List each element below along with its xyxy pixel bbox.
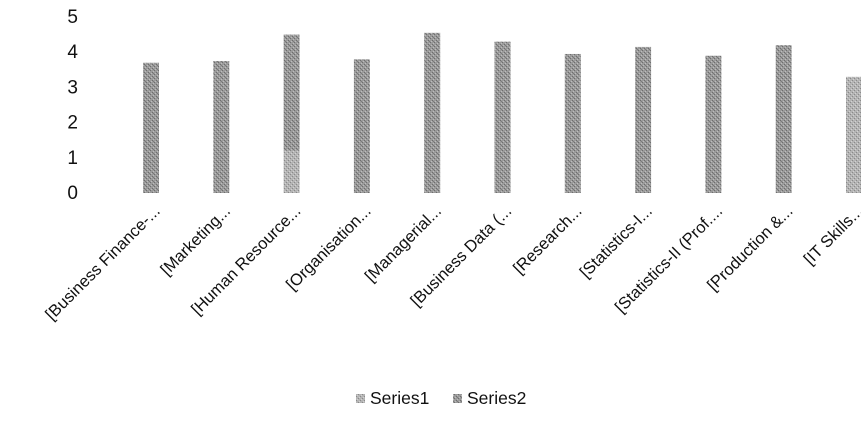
y-axis: 0 1 2 3 4 5 xyxy=(67,7,78,204)
y-tick-label: 1 xyxy=(67,148,78,169)
bar-series2-9 xyxy=(705,55,722,193)
bar-series2-6 xyxy=(494,41,511,193)
legend-swatch-series2 xyxy=(453,394,462,403)
x-axis: [Business Finance-...[Marketing...[Human… xyxy=(42,202,861,324)
legend-label-series2: Series2 xyxy=(467,388,526,408)
legend-label-series1: Series1 xyxy=(370,388,429,408)
y-tick-label: 3 xyxy=(67,77,78,98)
bar-series2-4 xyxy=(353,59,370,193)
legend-swatch-series1 xyxy=(356,394,365,403)
x-tick-label: [Research... xyxy=(510,202,586,278)
bar-series2-8 xyxy=(635,46,652,193)
bar-series2-2 xyxy=(213,61,230,193)
y-tick-label: 0 xyxy=(67,183,78,204)
bar-series2-7 xyxy=(564,53,581,194)
x-tick-label: [Business Finance-... xyxy=(42,202,164,324)
x-tick-label: [Statistics-I... xyxy=(576,202,656,282)
y-tick-label: 5 xyxy=(67,7,78,28)
bar-series2-5 xyxy=(424,32,441,194)
y-tick-label: 2 xyxy=(67,113,78,134)
bar-series2-3 xyxy=(283,34,300,151)
y-tick-label: 4 xyxy=(67,42,78,63)
legend: Series1 Series2 xyxy=(356,388,526,408)
bar-series2-1 xyxy=(143,62,159,194)
bar-series2-10 xyxy=(775,45,792,193)
x-tick-label: [IT Skills... xyxy=(801,202,861,268)
bars xyxy=(143,32,861,194)
bar-series1-11 xyxy=(846,76,861,193)
x-tick-label: [Marketing... xyxy=(157,202,234,279)
bar-series1-3 xyxy=(283,150,300,193)
